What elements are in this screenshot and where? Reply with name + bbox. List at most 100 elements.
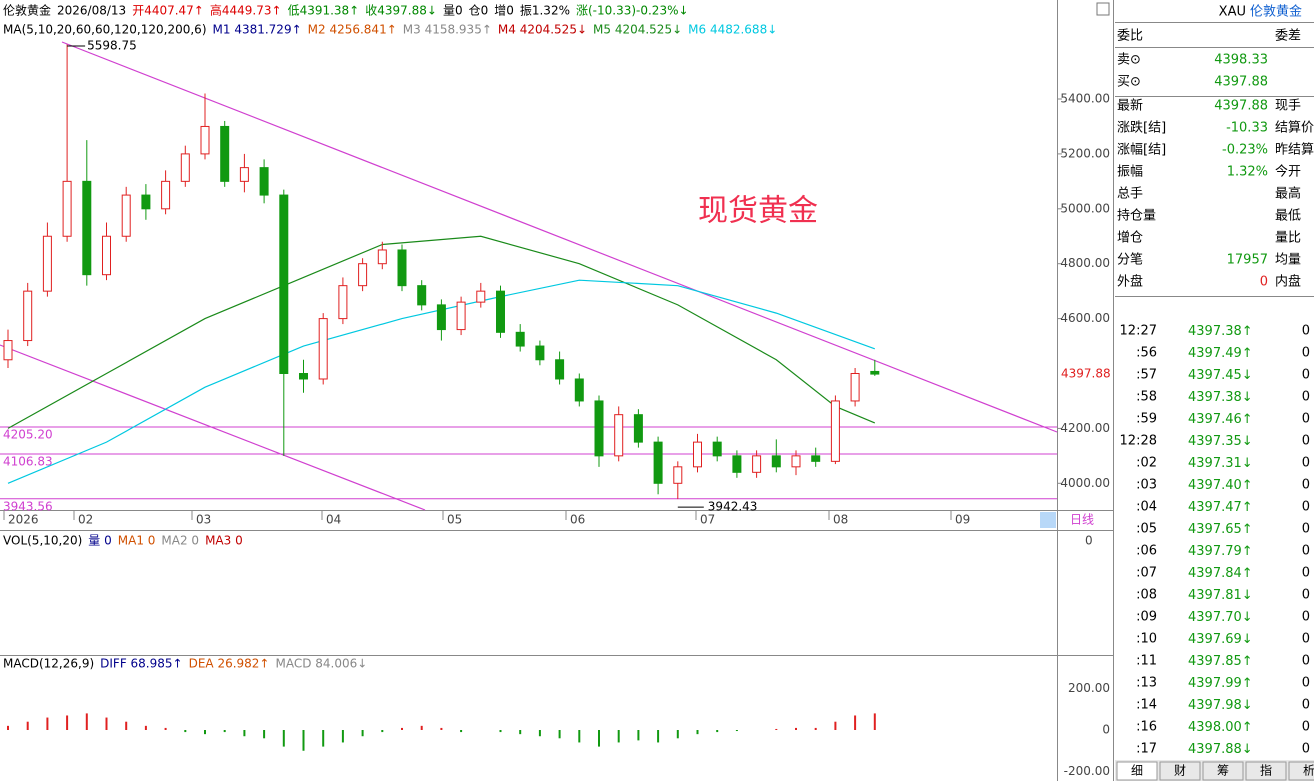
header-item: 仓0: [469, 4, 489, 18]
tick-price: 4397.38↓: [1188, 390, 1253, 405]
macd-tick-label: 0: [1102, 723, 1110, 737]
candle-body: [102, 235, 111, 276]
date-label: 05: [447, 513, 462, 527]
tick-price-value: 4397.85↑: [1188, 654, 1253, 669]
tick-volume: 0: [1302, 390, 1310, 405]
quote-label: 买⊙: [1117, 75, 1141, 90]
level-label: 4205.20: [3, 427, 53, 441]
tick-price-value: 4397.46↑: [1188, 412, 1253, 427]
quote-right: 今开: [1275, 164, 1301, 180]
candle-body: [141, 194, 151, 210]
tick-time: :57: [1136, 368, 1157, 383]
tick-price-value: 4397.31↓: [1188, 456, 1253, 471]
quote-label: 外盘: [1117, 274, 1143, 290]
tick-volume: 0: [1302, 610, 1310, 625]
date-label: 03: [196, 513, 211, 527]
tick-time: :59: [1136, 412, 1157, 427]
tick-price: 4397.70↓: [1188, 610, 1253, 625]
ma-line: [7, 235, 876, 429]
quote-label: 涨幅[结]: [1117, 143, 1166, 158]
tick-price: 4397.99↑: [1188, 676, 1253, 691]
quote-value: 0: [1260, 275, 1268, 290]
tick-price: 4397.65↑: [1188, 522, 1253, 537]
date-label: 02: [78, 513, 93, 527]
y-tick-label: 4000.00: [1060, 476, 1110, 490]
ma-item: M1 4381.729↑: [213, 23, 302, 37]
level-label: 3943.56: [3, 499, 53, 513]
tick-time: :10: [1136, 632, 1157, 647]
quote-right: 量比: [1275, 231, 1301, 246]
tick-time: :17: [1136, 742, 1157, 757]
tick-price: 4397.69↓: [1188, 632, 1253, 647]
tick-price: 4397.84↑: [1188, 566, 1253, 581]
header-item: 增0: [494, 4, 514, 18]
tick-volume: 0: [1302, 500, 1310, 515]
candle-body: [121, 194, 131, 237]
tick-price-value: 4397.38↑: [1188, 324, 1253, 339]
tick-price-value: 4397.99↑: [1188, 676, 1253, 691]
tick-price: 4397.88↓: [1188, 742, 1253, 757]
period-label: 日线: [1070, 513, 1094, 527]
tick-price: 4398.00↑: [1188, 720, 1253, 735]
tick-time: :58: [1136, 390, 1157, 405]
vol-label: MA1 0: [118, 534, 156, 548]
quote-right: 委差: [1275, 29, 1301, 44]
tab[interactable]: [1288, 761, 1314, 781]
quote-value: 17957: [1227, 253, 1268, 268]
tick-price-value: 4397.38↓: [1188, 390, 1253, 405]
quote-value: 1.32%: [1227, 165, 1268, 180]
level-label: 4106.83: [3, 454, 53, 468]
tick-volume: 0: [1302, 698, 1310, 713]
tick-time: 12:27: [1120, 324, 1157, 339]
quote-value: -0.23%: [1222, 143, 1268, 158]
candle-body: [476, 290, 486, 303]
tick-price-value: 4397.79↑: [1188, 544, 1253, 559]
quote-label: 振幅: [1117, 165, 1143, 180]
quote-value: 4397.88: [1214, 75, 1268, 90]
y-tick-label: 5000.00: [1060, 201, 1110, 215]
tab[interactable]: [1159, 761, 1201, 781]
candle-body: [732, 455, 742, 473]
date-label: 06: [570, 513, 585, 527]
tick-volume: 0: [1302, 522, 1310, 537]
window-button[interactable]: [1096, 2, 1110, 16]
candle-body: [693, 441, 702, 468]
quote-value: -10.33: [1226, 121, 1268, 136]
tab[interactable]: [1116, 761, 1158, 781]
header-item: 收4397.88↓: [365, 4, 437, 18]
candle-body: [594, 400, 604, 457]
tick-time: :09: [1136, 610, 1157, 625]
tab[interactable]: [1202, 761, 1244, 781]
tick-price-value: 4397.88↓: [1188, 742, 1253, 757]
tab-label: 析: [1303, 764, 1314, 778]
candle-body: [200, 125, 210, 155]
macd-tick-label: 200.00: [1068, 681, 1110, 695]
quote-right: 均量: [1275, 253, 1301, 268]
vol-label: 量 0: [88, 534, 111, 548]
tab[interactable]: [1245, 761, 1287, 781]
tick-time: :16: [1136, 720, 1157, 735]
quote-label: 持仓量: [1117, 209, 1156, 224]
scroll-box[interactable]: [1040, 512, 1056, 528]
quote-right: 结算价: [1275, 121, 1314, 136]
candle-body: [555, 359, 565, 380]
macd-label: MACD 84.006↓: [275, 657, 367, 671]
candle-body: [259, 167, 269, 196]
quote-right: 最低: [1275, 209, 1301, 224]
quote-right: 最高: [1275, 186, 1301, 202]
candle-body: [161, 180, 171, 210]
tick-price-value: 4397.65↑: [1188, 522, 1253, 537]
header-item: 伦敦黄金: [3, 3, 51, 18]
candle-body: [3, 340, 13, 361]
tick-price: 4397.35↓: [1188, 434, 1253, 449]
tick-volume: 0: [1302, 434, 1310, 449]
tick-time: :14: [1136, 698, 1157, 713]
candle-body: [791, 455, 801, 468]
candle-body: [397, 249, 407, 287]
tick-price: 4397.40↑: [1188, 478, 1253, 493]
tick-price-value: 4397.40↑: [1188, 478, 1253, 493]
tick-time: :07: [1136, 566, 1157, 581]
candle-body: [23, 290, 33, 342]
